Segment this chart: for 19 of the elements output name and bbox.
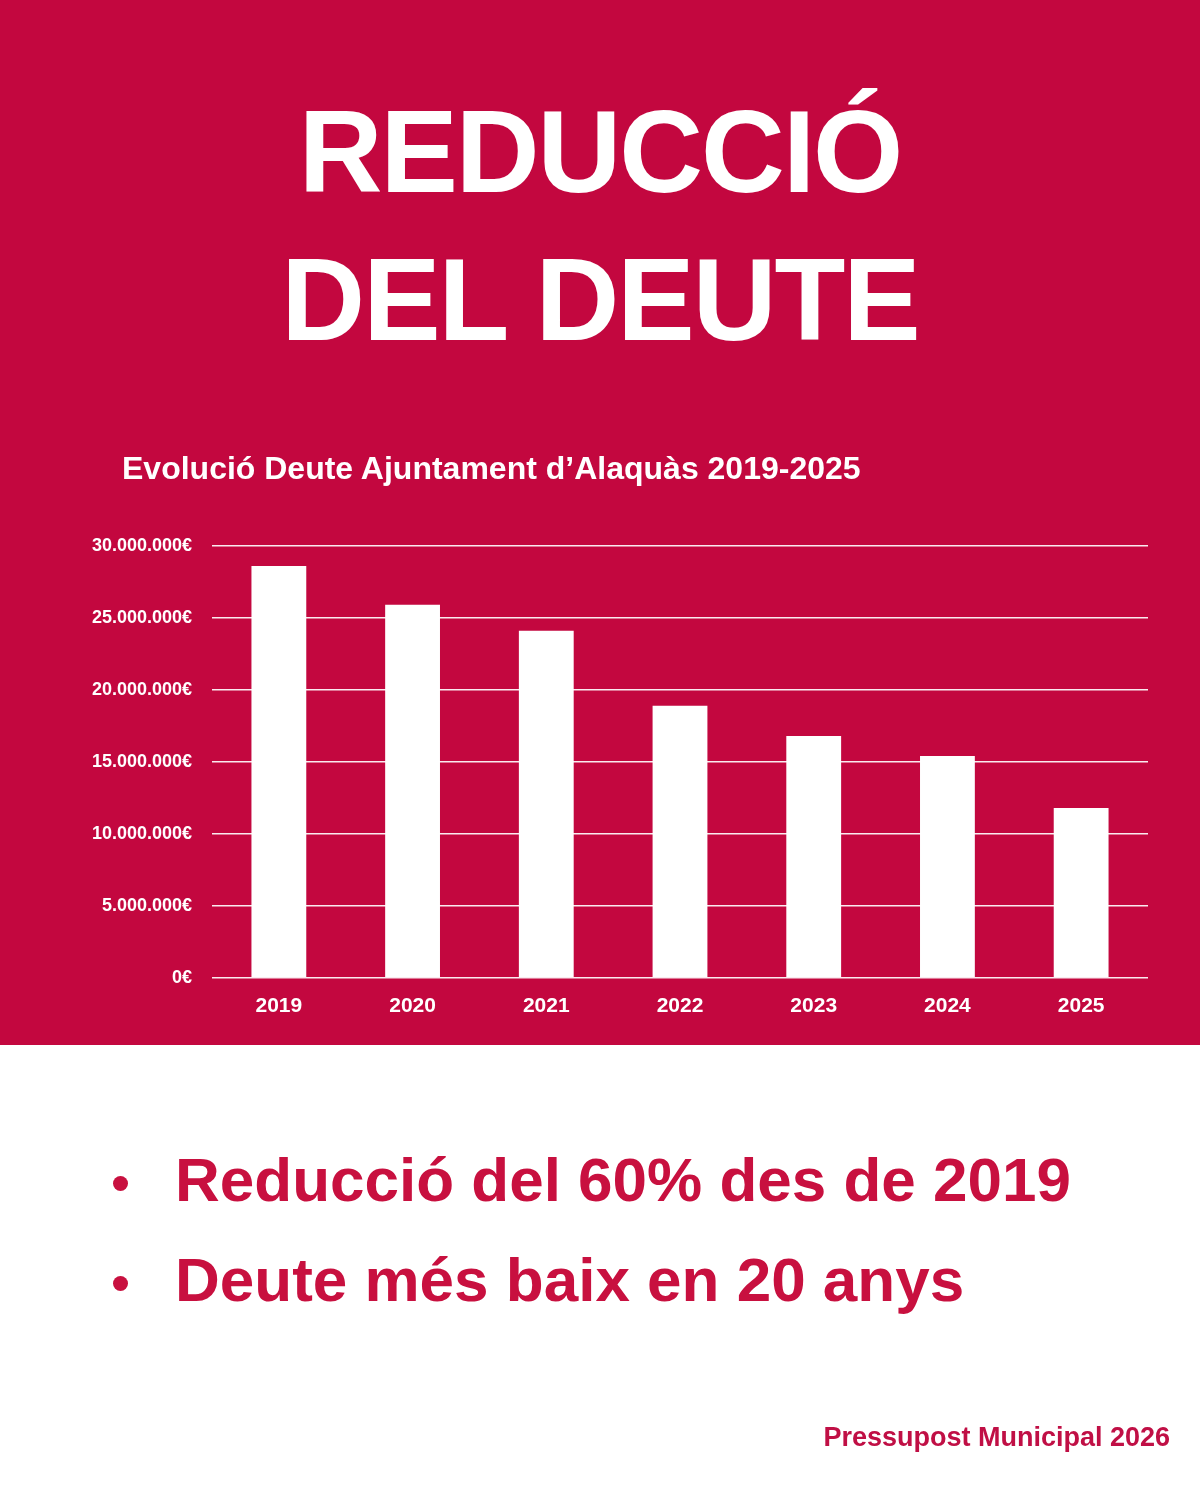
- text: Deute més baix en 20 anys: [175, 1244, 965, 1316]
- text: Pressupost Municipal 2026: [823, 1421, 1170, 1454]
- x-tick-label: 2025: [1057, 993, 1105, 1017]
- y-tick-label: 30.000.000€: [91, 534, 192, 555]
- x-tick-label: 2019: [255, 993, 303, 1017]
- x-tick-label: 2020: [389, 993, 436, 1017]
- y-tick-label: 0€: [171, 966, 192, 987]
- y-tick-label: 15.000.000€: [91, 750, 192, 771]
- chart-title: REDUCCIÓ DEL DEUTE: [280, 86, 920, 367]
- x-tick-label: 2022: [656, 993, 704, 1017]
- x-tick-label: 2021: [522, 993, 570, 1017]
- y-tick-label: 10.000.000€: [91, 822, 192, 843]
- y-tick-label: 20.000.000€: [91, 678, 192, 699]
- y-tick-label: 5.000.000€: [101, 894, 192, 915]
- y-tick-label: 25.000.000€: [91, 606, 192, 627]
- x-tick-label: 2024: [924, 993, 972, 1017]
- text: Reducció del 60% des de 2019: [175, 1144, 1071, 1216]
- x-tick-label: 2023: [790, 993, 838, 1017]
- chart-subtitle: Evolució Deute Ajuntament d’Alaquàs 2019-2025: [122, 449, 861, 488]
